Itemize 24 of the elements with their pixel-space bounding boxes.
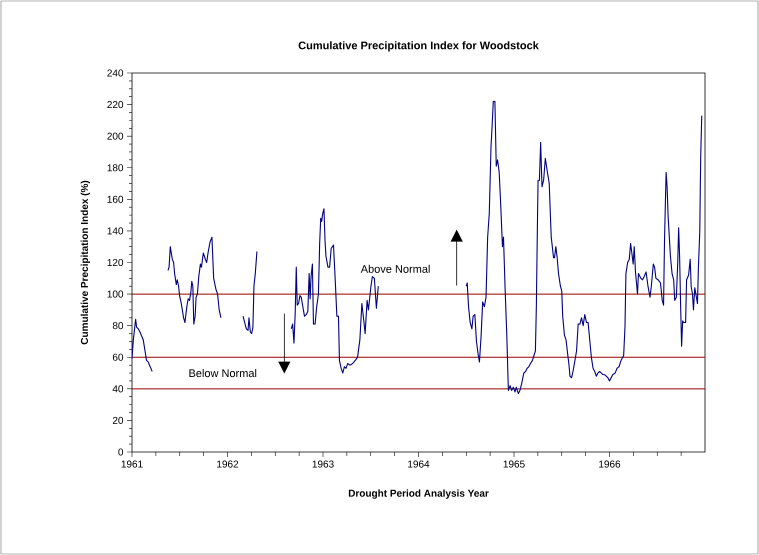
y-tick-label: 140	[108, 227, 124, 234]
y-tick-label: 180	[108, 164, 124, 172]
y-tick-label: 40	[112, 385, 124, 392]
x-tick-label: 1964	[408, 460, 430, 468]
y-axis-title: Cumulative Precipitation Index (%)	[80, 180, 90, 344]
y-tick-label: 80	[112, 322, 124, 330]
y-tick-label: 100	[108, 290, 124, 298]
x-tick-label: 1965	[504, 460, 525, 468]
x-axis-title: Drought Period Analysis Year	[348, 489, 489, 499]
x-tick-label: 1966	[599, 460, 620, 468]
y-tick-label: 240	[107, 69, 124, 77]
y-tick-label: 160	[108, 196, 124, 203]
annotation: Below Normal	[189, 369, 256, 378]
x-tick-label: 1961	[122, 460, 143, 468]
y-tick-label: 20	[112, 416, 124, 424]
y-tick-label: 60	[112, 354, 124, 361]
annotation: Above Normal	[360, 264, 430, 273]
y-tick-label: 0	[118, 448, 124, 456]
x-tick-label: 1962	[217, 460, 238, 468]
chart-title: Cumulative Precipitation Index for Woodstock	[298, 41, 539, 52]
x-tick-label: 1963	[312, 460, 334, 468]
y-tick-label: 200	[107, 132, 124, 140]
y-tick-label: 220	[107, 101, 124, 108]
y-tick-label: 120	[108, 258, 124, 266]
